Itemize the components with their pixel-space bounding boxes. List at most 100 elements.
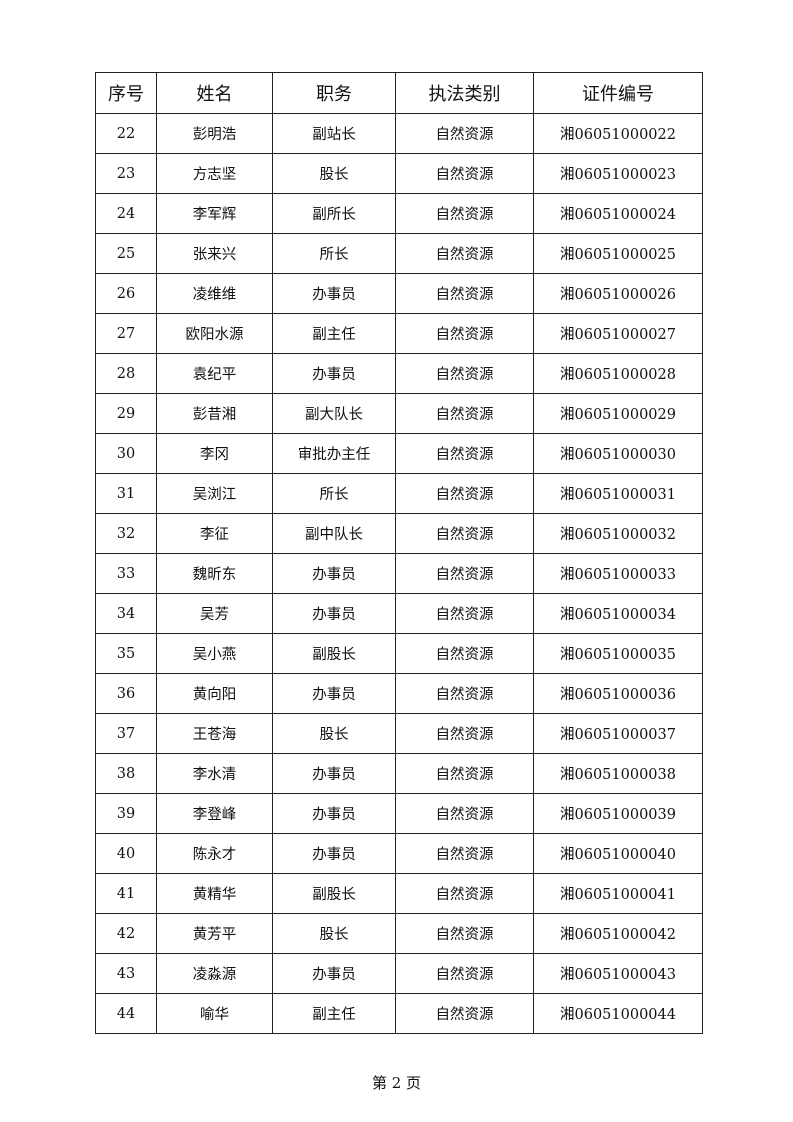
table-row: 38 李水清 办事员 自然资源 湘06051000038 [95, 753, 703, 794]
cell-category: 自然资源 [395, 633, 534, 674]
cell-index: 31 [95, 473, 157, 514]
cell-index: 22 [95, 113, 157, 154]
cell-cert-number: 湘06051000031 [533, 473, 703, 514]
cell-position: 所长 [272, 473, 396, 514]
cell-position: 办事员 [272, 673, 396, 714]
cell-name: 张来兴 [156, 233, 273, 274]
cell-category: 自然资源 [395, 313, 534, 354]
cell-index: 39 [95, 793, 157, 834]
cell-cert-number: 湘06051000036 [533, 673, 703, 714]
cell-name: 欧阳水源 [156, 313, 273, 354]
cell-cert-number: 湘06051000035 [533, 633, 703, 674]
cell-position: 办事员 [272, 953, 396, 994]
cell-name: 袁纪平 [156, 353, 273, 394]
cell-cert-number: 湘06051000033 [533, 553, 703, 594]
cell-name: 凌维维 [156, 273, 273, 314]
table-row: 22 彭明浩 副站长 自然资源 湘06051000022 [95, 113, 703, 154]
cell-index: 42 [95, 913, 157, 954]
cell-index: 35 [95, 633, 157, 674]
cell-category: 自然资源 [395, 393, 534, 434]
cell-cert-number: 湘06051000044 [533, 993, 703, 1034]
cell-cert-number: 湘06051000023 [533, 153, 703, 194]
table-row: 24 李军辉 副所长 自然资源 湘06051000024 [95, 193, 703, 234]
cell-cert-number: 湘06051000040 [533, 833, 703, 874]
cell-category: 自然资源 [395, 353, 534, 394]
table-row: 37 王苍海 股长 自然资源 湘06051000037 [95, 713, 703, 754]
table-row: 30 李冈 审批办主任 自然资源 湘06051000030 [95, 433, 703, 474]
table-header-row: 序号 姓名 职务 执法类别 证件编号 [95, 72, 703, 114]
cell-name: 吴浏江 [156, 473, 273, 514]
table-row: 31 吴浏江 所长 自然资源 湘06051000031 [95, 473, 703, 514]
header-name: 姓名 [156, 72, 273, 114]
table-body: 22 彭明浩 副站长 自然资源 湘06051000022 23 方志坚 股长 自然资源 湘0605… [95, 113, 703, 1034]
cell-cert-number: 湘06051000024 [533, 193, 703, 234]
cell-category: 自然资源 [395, 193, 534, 234]
cell-category: 自然资源 [395, 273, 534, 314]
header-position: 职务 [272, 72, 396, 114]
cell-category: 自然资源 [395, 993, 534, 1034]
cell-name: 黄向阳 [156, 673, 273, 714]
cell-index: 29 [95, 393, 157, 434]
cell-index: 26 [95, 273, 157, 314]
cell-category: 自然资源 [395, 713, 534, 754]
table-row: 26 凌维维 办事员 自然资源 湘06051000026 [95, 273, 703, 314]
cell-position: 办事员 [272, 353, 396, 394]
cell-name: 彭昔湘 [156, 393, 273, 434]
cell-index: 43 [95, 953, 157, 994]
cell-position: 股长 [272, 713, 396, 754]
cell-cert-number: 湘06051000029 [533, 393, 703, 434]
header-cert-number: 证件编号 [533, 72, 703, 114]
cell-name: 凌淼源 [156, 953, 273, 994]
cell-index: 37 [95, 713, 157, 754]
cell-position: 副主任 [272, 993, 396, 1034]
cell-category: 自然资源 [395, 833, 534, 874]
cell-index: 32 [95, 513, 157, 554]
header-category: 执法类别 [395, 72, 534, 114]
cell-position: 办事员 [272, 553, 396, 594]
cell-position: 所长 [272, 233, 396, 274]
cell-category: 自然资源 [395, 673, 534, 714]
cell-cert-number: 湘06051000030 [533, 433, 703, 474]
cell-position: 股长 [272, 153, 396, 194]
table-row: 33 魏昕东 办事员 自然资源 湘06051000033 [95, 553, 703, 594]
cell-position: 副站长 [272, 113, 396, 154]
cell-index: 38 [95, 753, 157, 794]
table-row: 43 凌淼源 办事员 自然资源 湘06051000043 [95, 953, 703, 994]
table-row: 36 黄向阳 办事员 自然资源 湘06051000036 [95, 673, 703, 714]
cell-index: 36 [95, 673, 157, 714]
cell-cert-number: 湘06051000038 [533, 753, 703, 794]
table-row: 39 李登峰 办事员 自然资源 湘06051000039 [95, 793, 703, 834]
cell-cert-number: 湘06051000022 [533, 113, 703, 154]
cell-position: 审批办主任 [272, 433, 396, 474]
cell-index: 30 [95, 433, 157, 474]
table-row: 42 黄芳平 股长 自然资源 湘06051000042 [95, 913, 703, 954]
table-row: 44 喻华 副主任 自然资源 湘06051000044 [95, 993, 703, 1034]
cell-name: 李军辉 [156, 193, 273, 234]
cell-index: 27 [95, 313, 157, 354]
cell-cert-number: 湘06051000028 [533, 353, 703, 394]
cell-name: 李征 [156, 513, 273, 554]
cell-position: 副大队长 [272, 393, 396, 434]
cell-position: 办事员 [272, 793, 396, 834]
header-index: 序号 [95, 72, 157, 114]
table-row: 28 袁纪平 办事员 自然资源 湘06051000028 [95, 353, 703, 394]
cell-cert-number: 湘06051000041 [533, 873, 703, 914]
cell-name: 陈永才 [156, 833, 273, 874]
cell-category: 自然资源 [395, 793, 534, 834]
cell-cert-number: 湘06051000025 [533, 233, 703, 274]
cell-cert-number: 湘06051000042 [533, 913, 703, 954]
table-row: 35 吴小燕 副股长 自然资源 湘06051000035 [95, 633, 703, 674]
cell-category: 自然资源 [395, 473, 534, 514]
cell-cert-number: 湘06051000039 [533, 793, 703, 834]
table-row: 34 吴芳 办事员 自然资源 湘06051000034 [95, 593, 703, 634]
cell-position: 办事员 [272, 753, 396, 794]
cell-category: 自然资源 [395, 153, 534, 194]
cell-cert-number: 湘06051000043 [533, 953, 703, 994]
cell-cert-number: 湘06051000034 [533, 593, 703, 634]
table-row: 23 方志坚 股长 自然资源 湘06051000023 [95, 153, 703, 194]
cell-category: 自然资源 [395, 753, 534, 794]
cell-category: 自然资源 [395, 113, 534, 154]
table-row: 40 陈永才 办事员 自然资源 湘06051000040 [95, 833, 703, 874]
cell-position: 办事员 [272, 593, 396, 634]
cell-category: 自然资源 [395, 953, 534, 994]
